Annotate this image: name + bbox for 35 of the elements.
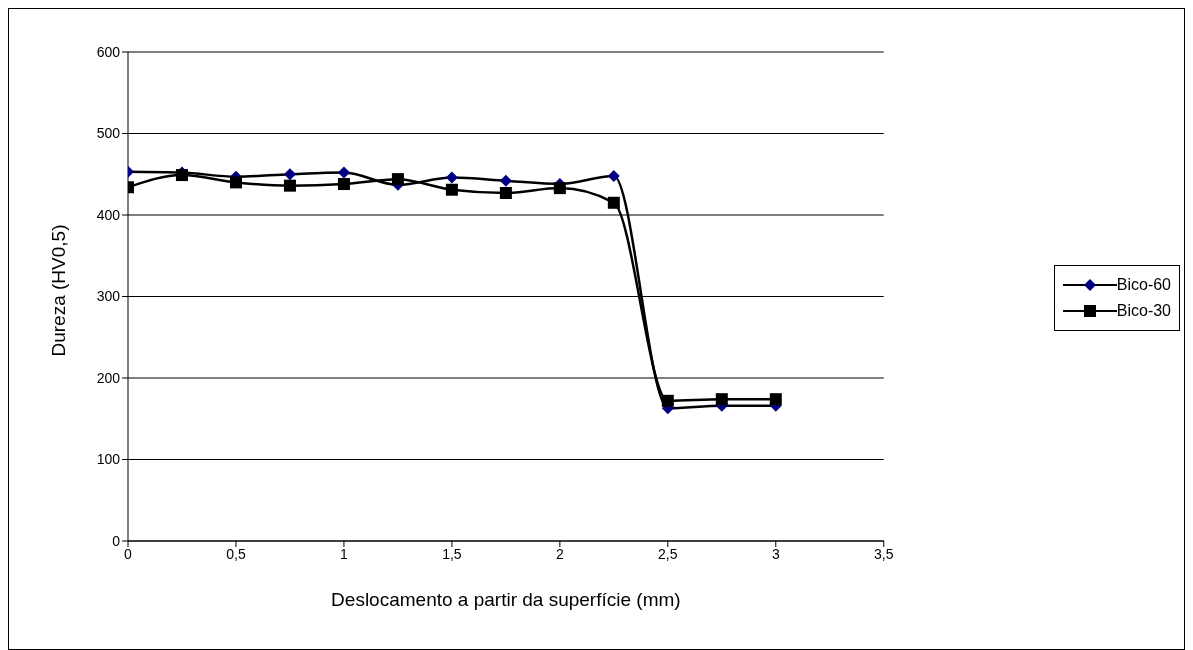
y-tick-label: 300 — [96, 288, 121, 305]
legend-label: Bico-60 — [1116, 276, 1171, 294]
x-tick-label: 0,5 — [226, 545, 246, 562]
x-tick-label: 1 — [340, 545, 349, 562]
legend-label: Bico-30 — [1116, 302, 1171, 320]
point — [445, 171, 458, 184]
y-tick-label: 500 — [96, 125, 121, 142]
point — [661, 394, 674, 407]
point — [499, 187, 512, 199]
x-tick-label: 1,5 — [442, 545, 462, 562]
point — [553, 182, 566, 195]
point — [283, 179, 296, 192]
point — [499, 174, 512, 187]
y-tick-label: 200 — [96, 369, 121, 386]
point — [229, 176, 242, 189]
point — [445, 183, 458, 196]
x-axis-title: Deslocamento a partir da superfície (mm) — [331, 589, 681, 610]
point — [337, 166, 350, 179]
point — [607, 169, 620, 182]
x-tick-label: 3 — [771, 545, 780, 562]
y-tick-label: 0 — [112, 532, 121, 549]
point — [715, 393, 728, 406]
y-tick-label: 600 — [96, 43, 121, 60]
y-tick-label: 100 — [96, 451, 121, 468]
x-tick-label: 2,5 — [658, 545, 678, 562]
point — [607, 196, 620, 209]
point — [337, 178, 350, 191]
x-tick-label: 3,5 — [874, 545, 894, 562]
point — [391, 173, 404, 186]
point — [283, 168, 296, 181]
y-tick-label: 400 — [96, 206, 121, 223]
y-axis-title: Dureza (HV0,5) — [47, 224, 69, 357]
x-tick-label: 0 — [124, 545, 133, 562]
x-tick-label: 2 — [555, 545, 564, 562]
point — [769, 393, 782, 406]
